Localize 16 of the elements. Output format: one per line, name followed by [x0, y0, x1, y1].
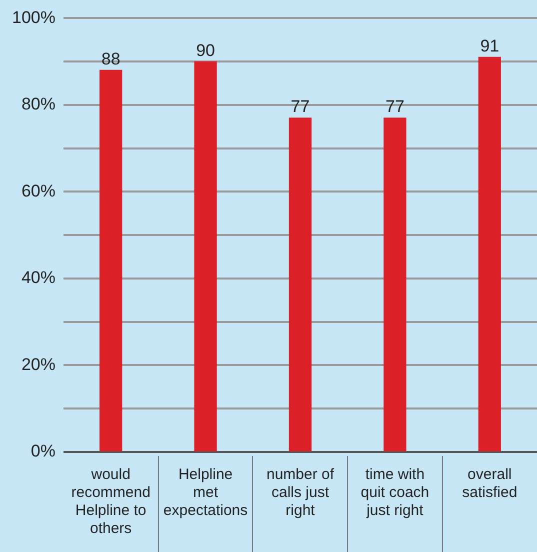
x-tick-label: number of calls just right [266, 466, 335, 520]
y-tick-label: 0% [30, 442, 56, 461]
x-tick-label: overall satisfied [462, 466, 518, 502]
x-tick-label: would recommend Helpline to others [71, 466, 150, 538]
x-tick-label: time with quit coach just right [360, 466, 430, 520]
data-label: 91 [480, 36, 500, 56]
data-label: 88 [101, 49, 120, 68]
y-tick-label: 100% [12, 8, 56, 27]
y-tick-label: 80% [21, 94, 56, 114]
data-label: 77 [385, 97, 404, 116]
y-tick-label: 60% [21, 181, 56, 200]
y-tick-label: 40% [21, 268, 56, 288]
data-label: 90 [196, 40, 215, 60]
y-tick-label: 20% [21, 354, 56, 374]
x-tick-label: Helpline met expectations [163, 466, 248, 520]
data-label: 77 [290, 97, 310, 116]
